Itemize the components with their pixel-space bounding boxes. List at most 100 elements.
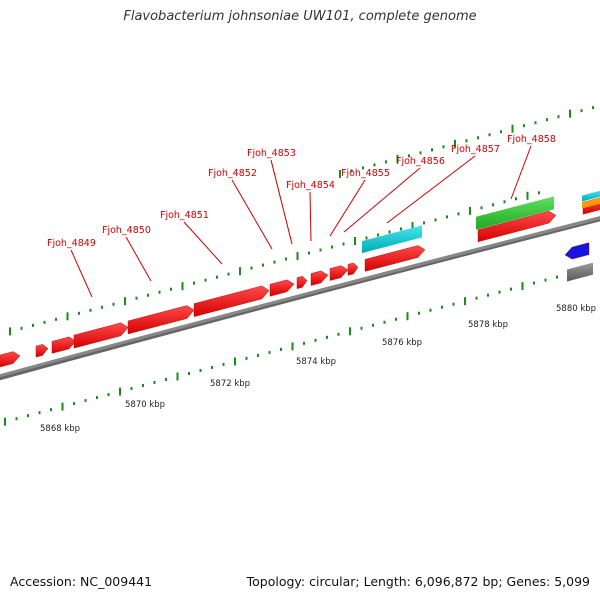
upper-scale-tick	[43, 320, 46, 324]
upper-scale-tick	[227, 272, 230, 276]
cds-arrow-1[interactable]	[0, 351, 21, 369]
top-scale-tick	[339, 169, 341, 178]
scale-label-5876-kbp: 5876 kbp	[382, 338, 422, 348]
gene-leader-line	[309, 191, 312, 242]
gene-label-Fjoh_4855[interactable]: Fjoh_4855	[341, 168, 390, 179]
cyan-feature-right[interactable]	[582, 190, 600, 202]
scale-label-5880-kbp: 5880 kbp	[556, 304, 596, 314]
lower-scale-tick	[15, 417, 18, 421]
upper-scale-tick	[181, 282, 184, 291]
green-feature[interactable]	[476, 196, 554, 230]
gene-label-Fjoh_4857[interactable]: Fjoh_4857	[451, 144, 500, 155]
upper-scale-tick	[32, 323, 34, 327]
upper-scale-tick	[262, 263, 264, 267]
lower-scale-tick	[326, 335, 328, 339]
lower-scale-tick	[257, 353, 259, 357]
upper-scale-tick	[538, 191, 540, 195]
lower-scale-tick	[188, 371, 190, 375]
top-scale-tick	[408, 154, 410, 158]
upper-scale-tick	[492, 203, 494, 207]
upper-scale-tick	[55, 317, 57, 321]
lower-scale-tick	[464, 297, 466, 306]
cds-arrow-7[interactable]	[269, 279, 295, 297]
trna-feature[interactable]	[362, 225, 422, 254]
cds-arrow-9[interactable]	[310, 270, 329, 286]
cds-arrow-8[interactable]	[296, 276, 308, 289]
top-scale-tick	[557, 115, 560, 119]
upper-scale-tick	[9, 327, 11, 336]
upper-scale-tick	[78, 311, 80, 315]
lower-scale-tick	[96, 396, 98, 400]
gene-leader-line	[510, 145, 532, 200]
cds-arrow-3[interactable]	[51, 336, 77, 354]
top-scale-tick	[385, 160, 387, 164]
cds-arrow-11[interactable]	[347, 262, 359, 276]
cds-arrow-4[interactable]	[73, 322, 129, 349]
top-scale-tick	[419, 151, 422, 155]
lower-scale-tick	[349, 327, 351, 336]
lower-scale-tick	[222, 362, 225, 366]
upper-scale-tick	[124, 297, 126, 306]
lower-scale-tick	[4, 417, 6, 426]
gene-leader-line	[183, 221, 223, 265]
upper-scale-tick	[388, 230, 391, 234]
lower-scale-tick	[211, 365, 213, 369]
scale-label-5878-kbp: 5878 kbp	[468, 320, 508, 330]
gene-label-Fjoh_4852[interactable]: Fjoh_4852	[208, 168, 257, 179]
blue-feature[interactable]	[564, 242, 590, 260]
upper-scale-tick	[112, 302, 115, 306]
cds-arrow-12[interactable]	[364, 245, 426, 272]
top-scale-tick	[431, 148, 433, 152]
cds-arrow-6[interactable]	[193, 285, 270, 317]
lower-scale-tick	[383, 320, 386, 324]
upper-scale-tick	[135, 296, 138, 300]
top-scale-tick	[442, 145, 445, 149]
top-scale-tick	[534, 121, 537, 125]
lower-scale-tick	[418, 311, 420, 315]
upper-scale-tick	[147, 293, 149, 297]
upper-scale-tick	[423, 221, 425, 225]
upper-scale-tick	[342, 242, 345, 246]
lower-scale-tick	[245, 356, 248, 360]
upper-scale-tick	[365, 236, 368, 240]
upper-scale-tick	[89, 308, 92, 312]
lower-scale-tick	[176, 372, 179, 381]
lower-scale-tick	[165, 378, 167, 382]
lower-scale-tick	[337, 332, 340, 336]
upper-scale-tick	[193, 281, 195, 285]
gene-label-Fjoh_4858[interactable]: Fjoh_4858	[507, 134, 556, 145]
lower-scale-tick	[107, 393, 110, 397]
upper-scale-tick	[434, 218, 437, 222]
lower-scale-tick	[360, 326, 363, 330]
gene-label-Fjoh_4850[interactable]: Fjoh_4850	[102, 225, 151, 236]
lower-scale-tick	[314, 338, 317, 342]
gene-label-Fjoh_4851[interactable]: Fjoh_4851	[160, 210, 209, 221]
upper-scale-tick	[20, 326, 23, 330]
top-scale-tick	[362, 166, 364, 170]
cds-arrow-2[interactable]	[35, 344, 49, 358]
gene-label-Fjoh_4856[interactable]: Fjoh_4856	[396, 156, 445, 167]
cds-arrow-10[interactable]	[329, 265, 349, 281]
gene-leader-line	[231, 179, 273, 250]
top-scale-tick	[546, 118, 548, 122]
cds-arrow-5[interactable]	[127, 305, 195, 335]
top-scale-tick	[350, 169, 353, 173]
top-scale-tick	[500, 130, 502, 134]
gene-label-Fjoh_4853[interactable]: Fjoh_4853	[247, 148, 296, 159]
lower-scale-tick	[27, 414, 29, 418]
cds-arrow-13[interactable]	[477, 210, 557, 243]
top-scale-tick	[523, 124, 525, 128]
upper-scale-tick	[66, 312, 69, 321]
gene-leader-line	[125, 236, 152, 282]
lower-scale-tick	[291, 342, 294, 351]
orange-feature[interactable]	[582, 197, 600, 209]
lower-scale-tick	[498, 290, 501, 294]
gene-label-Fjoh_4854[interactable]: Fjoh_4854	[286, 180, 335, 191]
lower-scale-tick	[372, 323, 374, 327]
upper-scale-tick	[296, 252, 299, 261]
gene-leader-line	[329, 179, 366, 237]
gene-label-Fjoh_4849[interactable]: Fjoh_4849	[47, 238, 96, 249]
grey-feature[interactable]	[567, 262, 593, 282]
